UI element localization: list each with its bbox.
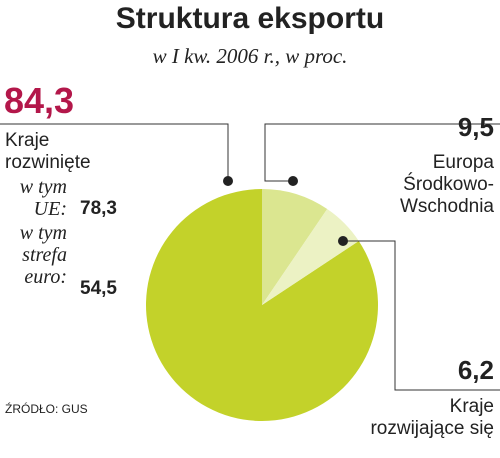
chart-subtitle: w I kw. 2006 r., w proc.	[152, 44, 348, 68]
value-label: 84,3	[4, 80, 75, 121]
leader-line	[264, 123, 500, 182]
value-label: 6,2	[457, 355, 494, 385]
detail-text: w tym strefa euro:	[19, 222, 67, 288]
pie-slice	[146, 189, 379, 421]
leader-line	[343, 240, 500, 391]
leader-dot	[338, 236, 348, 246]
category-label: Kraje rozwinięte	[5, 130, 91, 173]
pie-slice	[262, 189, 328, 305]
pie-slice	[262, 209, 359, 305]
detail-value: 78,3	[80, 198, 117, 219]
detail-value: 54,5	[80, 278, 117, 299]
leader-line	[0, 123, 229, 181]
leader-dot	[288, 176, 298, 186]
category-label: Europa Środkowo-Wschodnia	[400, 152, 494, 217]
chart-title: Struktura eksportu	[115, 2, 385, 35]
category-label: Kraje rozwijające się	[370, 396, 494, 439]
source: ŹRÓDŁO: GUS	[5, 402, 88, 416]
detail-text: w tym UE:	[19, 176, 67, 220]
leader-dot	[223, 176, 233, 186]
value-label: 9,5	[457, 112, 494, 142]
